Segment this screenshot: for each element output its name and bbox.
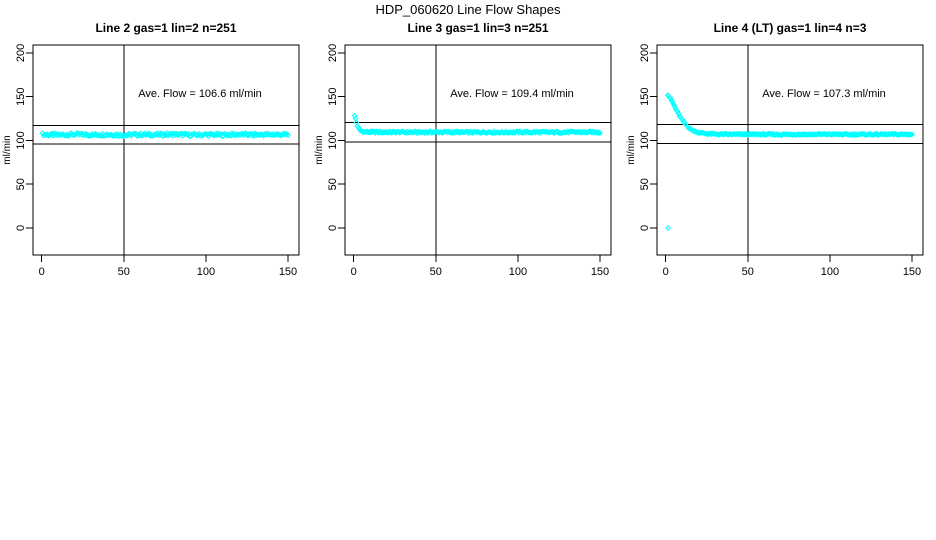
line3-flow-scatter-plot: 0 50 100 150 200 0 50 100 150 ml/min xyxy=(314,44,612,278)
panel2-title: Line 3 gas=1 lin=3 n=251 xyxy=(407,21,549,35)
svg-text:50: 50 xyxy=(15,178,27,190)
svg-text:0: 0 xyxy=(639,225,651,231)
svg-text:150: 150 xyxy=(639,88,651,106)
svg-text:150: 150 xyxy=(327,88,339,106)
svg-text:150: 150 xyxy=(903,266,921,278)
svg-text:50: 50 xyxy=(639,178,651,190)
svg-text:100: 100 xyxy=(197,266,215,278)
svg-text:0: 0 xyxy=(327,225,339,231)
svg-text:100: 100 xyxy=(327,131,339,149)
svg-text:0: 0 xyxy=(39,266,45,278)
svg-text:200: 200 xyxy=(327,44,339,62)
svg-text:200: 200 xyxy=(639,44,651,62)
figure-title: HDP_060620 Line Flow Shapes xyxy=(375,2,561,17)
svg-text:100: 100 xyxy=(15,131,27,149)
svg-text:200: 200 xyxy=(15,44,27,62)
svg-text:ml/min: ml/min xyxy=(626,135,637,164)
svg-text:ml/min: ml/min xyxy=(314,135,325,164)
svg-text:50: 50 xyxy=(118,266,130,278)
svg-text:100: 100 xyxy=(821,266,839,278)
svg-text:150: 150 xyxy=(15,88,27,106)
svg-text:150: 150 xyxy=(591,266,609,278)
svg-text:50: 50 xyxy=(742,266,754,278)
line4-flow-scatter-plot: 0 50 100 150 200 0 50 100 150 ml/min xyxy=(626,44,924,278)
panel3-title: Line 4 (LT) gas=1 lin=4 n=3 xyxy=(713,21,867,35)
svg-text:0: 0 xyxy=(663,266,669,278)
line2-flow-scatter-plot: 0 50 100 150 200 0 50 100 150 ml/min xyxy=(2,44,300,278)
svg-text:100: 100 xyxy=(509,266,527,278)
panel2-ave-flow-label: Ave. Flow = 109.4 ml/min xyxy=(450,88,574,100)
svg-text:0: 0 xyxy=(351,266,357,278)
svg-text:0: 0 xyxy=(15,225,27,231)
panel1-title: Line 2 gas=1 lin=2 n=251 xyxy=(95,21,237,35)
svg-text:100: 100 xyxy=(639,131,651,149)
panel1-ave-flow-label: Ave. Flow = 106.6 ml/min xyxy=(138,88,262,100)
panel3-ave-flow-label: Ave. Flow = 107.3 ml/min xyxy=(762,88,886,100)
svg-text:ml/min: ml/min xyxy=(2,135,13,164)
svg-text:50: 50 xyxy=(327,178,339,190)
svg-text:50: 50 xyxy=(430,266,442,278)
svg-text:150: 150 xyxy=(279,266,297,278)
